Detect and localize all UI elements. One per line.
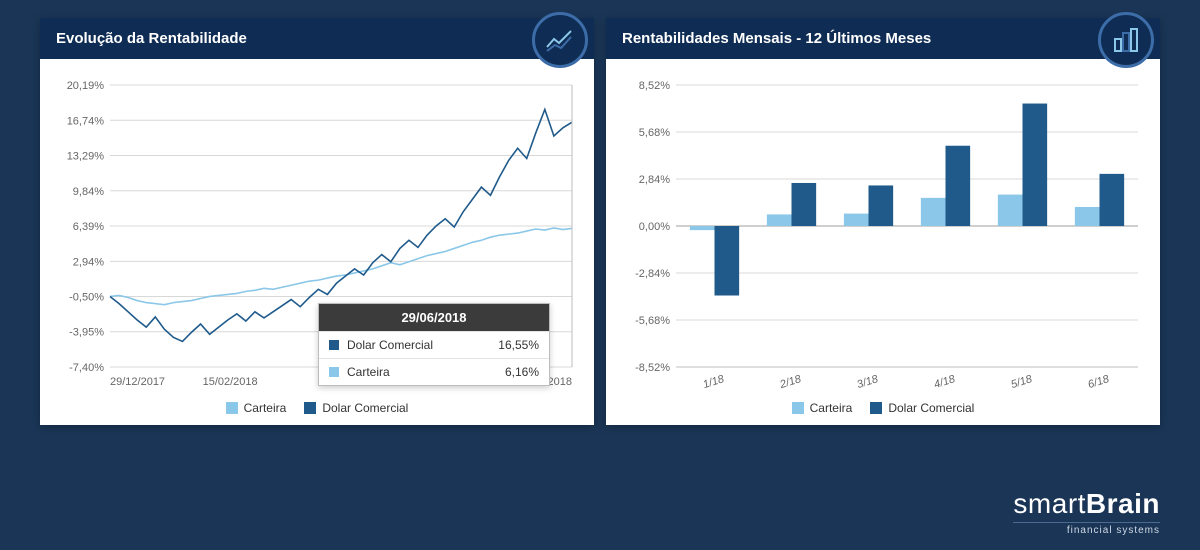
svg-text:16,74%: 16,74% <box>67 115 105 127</box>
brand-name-prefix: smart <box>1013 488 1086 519</box>
svg-text:-7,40%: -7,40% <box>69 362 104 374</box>
line-chart-legend: Carteira Dolar Comercial <box>52 401 582 415</box>
svg-text:15/02/2018: 15/02/2018 <box>203 376 258 388</box>
dashboard: Evolução da Rentabilidade -7,40% -3,95% -0… <box>0 0 1200 425</box>
line-chart-panel: Evolução da Rentabilidade -7,40% -3,95% -0… <box>40 18 594 425</box>
tooltip-value-1: 6,16% <box>505 365 539 379</box>
tooltip-date: 29/06/2018 <box>319 304 549 331</box>
svg-text:29/12/2017: 29/12/2017 <box>110 376 165 388</box>
line-chart-header: Evolução da Rentabilidade <box>40 18 594 59</box>
bar-chart-body: -8,52% -5,68% -2,84% 0,00% 2,84% 5,68% 8,52% 1/… <box>606 59 1160 425</box>
bar-chart-legend: Carteira Dolar Comercial <box>618 401 1148 415</box>
tooltip-label-0: Dolar Comercial <box>347 338 490 352</box>
svg-text:-0,50%: -0,50% <box>69 291 104 303</box>
svg-text:6/18: 6/18 <box>1087 373 1112 391</box>
brand-logo: smartBrain financial systems <box>1013 488 1160 536</box>
line-chart-body: -7,40% -3,95% -0,50% 2,94% 6,39% 9,84% 13,29% 1… <box>40 59 594 425</box>
bar-chart-svg[interactable]: -8,52% -5,68% -2,84% 0,00% 2,84% 5,68% 8,52% 1/… <box>618 75 1148 395</box>
svg-text:2,94%: 2,94% <box>73 256 104 268</box>
tooltip-label-1: Carteira <box>347 365 497 379</box>
svg-text:-8,52%: -8,52% <box>635 362 670 374</box>
tooltip-swatch-0 <box>329 340 339 350</box>
svg-text:4/18: 4/18 <box>933 373 958 391</box>
svg-text:3/18: 3/18 <box>856 373 881 391</box>
svg-text:-2,84%: -2,84% <box>635 268 670 280</box>
legend-item-carteira-bar: Carteira <box>792 401 853 415</box>
legend-item-dolar: Dolar Comercial <box>304 401 408 415</box>
svg-text:2,84%: 2,84% <box>639 174 670 186</box>
bar-chart-panel: Rentabilidades Mensais - 12 Últimos Mese… <box>606 18 1160 425</box>
brand-name: smartBrain <box>1013 488 1160 520</box>
brand-name-bold: Brain <box>1086 488 1160 519</box>
svg-text:8,52%: 8,52% <box>639 80 670 92</box>
legend-swatch-carteira <box>226 402 238 414</box>
legend-item-dolar-bar: Dolar Comercial <box>870 401 974 415</box>
line-chart-title: Evolução da Rentabilidade <box>56 30 247 47</box>
svg-text:2/18: 2/18 <box>778 373 804 392</box>
svg-text:5,68%: 5,68% <box>639 127 670 139</box>
legend-swatch-dolar-bar <box>870 402 882 414</box>
svg-text:0,00%: 0,00% <box>639 221 670 233</box>
bar-chart-title: Rentabilidades Mensais - 12 Últimos Mese… <box>622 30 931 47</box>
legend-label-dolar: Dolar Comercial <box>322 401 408 415</box>
svg-text:20,19%: 20,19% <box>67 80 105 92</box>
legend-label-dolar-bar: Dolar Comercial <box>888 401 974 415</box>
svg-text:5/18: 5/18 <box>1010 373 1035 391</box>
tooltip-row-0: Dolar Comercial 16,55% <box>319 331 549 358</box>
svg-text:9,84%: 9,84% <box>73 186 104 198</box>
svg-text:6,39%: 6,39% <box>73 221 104 233</box>
legend-item-carteira: Carteira <box>226 401 287 415</box>
legend-label-carteira-bar: Carteira <box>810 401 853 415</box>
chart-tooltip: 29/06/2018 Dolar Comercial 16,55% Cartei… <box>318 303 550 386</box>
svg-text:13,29%: 13,29% <box>67 151 105 163</box>
svg-text:-5,68%: -5,68% <box>635 315 670 327</box>
bar-chart-header: Rentabilidades Mensais - 12 Últimos Mese… <box>606 18 1160 59</box>
svg-text:-3,95%: -3,95% <box>69 327 104 339</box>
svg-text:1/18: 1/18 <box>702 373 727 391</box>
legend-label-carteira: Carteira <box>244 401 287 415</box>
brand-tagline: financial systems <box>1013 522 1160 536</box>
tooltip-swatch-1 <box>329 367 339 377</box>
legend-swatch-carteira-bar <box>792 402 804 414</box>
tooltip-row-1: Carteira 6,16% <box>319 358 549 385</box>
tooltip-value-0: 16,55% <box>498 338 539 352</box>
legend-swatch-dolar <box>304 402 316 414</box>
